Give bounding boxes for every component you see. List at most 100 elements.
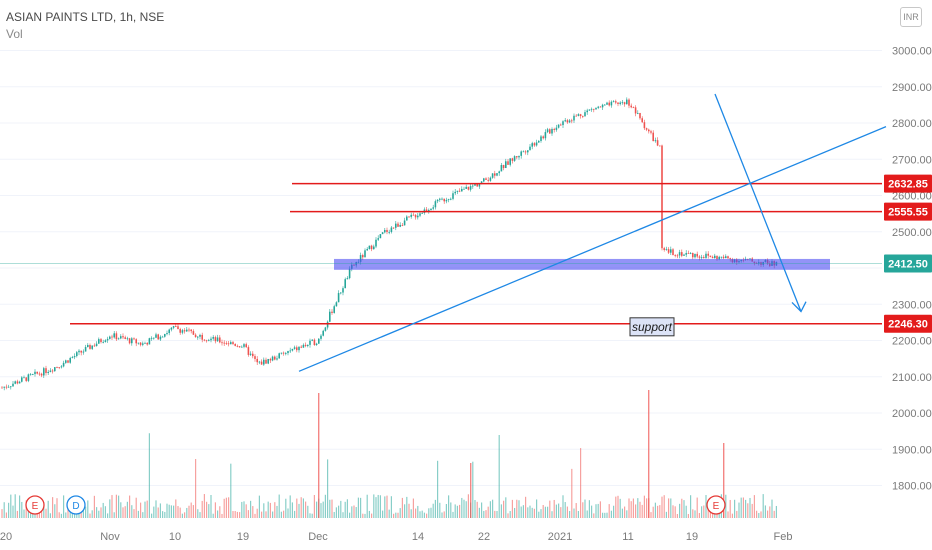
volume-bar [208,504,210,518]
volume-bar [382,510,384,518]
volume-bar [133,509,135,518]
candle-body [709,255,712,257]
volume-bar [274,502,276,518]
candle-body [546,129,549,133]
volume-bar [408,503,410,518]
candle-body [62,362,65,367]
volume-bars [1,390,777,518]
event-marker-circle [25,495,45,515]
candle-body [252,353,254,357]
price-tag-label: 2555.55 [888,207,928,219]
volume-bar [434,499,436,518]
volume-bar [771,499,773,518]
currency-badge[interactable]: INR [900,7,922,27]
candle-body [32,374,34,375]
volume-bar [280,511,282,518]
volume-bar [584,499,586,518]
candle-body [483,178,485,182]
volume-bar [415,508,417,518]
candle-body [201,334,203,340]
volume-bar [113,512,115,518]
volume-bar [421,510,423,518]
volume-bar [320,503,322,518]
volume-bar [668,498,670,518]
candle-body [170,327,173,330]
candle-body [146,342,148,345]
volume-bar [698,512,700,518]
volume-bar [142,512,144,518]
volume-bar [100,507,102,518]
volume-bar [516,499,518,518]
candle-body [113,333,115,338]
volume-bar [683,500,685,518]
candle-body [661,145,663,249]
volume-bar [703,505,705,518]
volume-bar [98,510,100,518]
volume-bar [628,498,630,518]
candle-body [612,101,615,103]
candle-body [254,356,256,359]
volume-bar [107,513,109,518]
event-marker-letter: D [72,501,79,512]
candle-body [271,356,274,361]
candle-body [650,131,652,133]
candle-body [707,253,709,256]
candle-body [320,335,322,339]
volume-bar [137,510,139,518]
candle-body [366,248,368,251]
candle-body [529,146,531,151]
volume-bar [663,495,665,518]
volume-bar [252,506,254,518]
volume-bar [751,503,753,518]
volume-bar [410,509,412,518]
candle-body [637,112,639,114]
candle-body [84,347,87,352]
candle-body [161,336,164,338]
volume-bar [234,511,236,518]
candle-body [89,345,91,349]
volume-bar [573,508,575,518]
volume-bar [681,498,683,518]
candle-body [381,232,384,235]
candle-body [269,358,272,361]
candle-body [102,341,104,343]
volume-bar [283,510,285,518]
volume-bar [14,494,16,518]
candle-body [588,109,591,111]
candle-body [375,239,377,247]
volume-bar [571,468,573,518]
candle-body [634,107,637,114]
candle-body [566,120,569,123]
volume-bar [747,503,749,518]
volume-bar [685,505,687,518]
y-tick-label: 2200.00 [892,336,932,348]
volume-bar [384,496,386,518]
candle-body [641,118,643,123]
candle-body [131,338,133,344]
volume-bar [377,494,379,518]
volume-bar [696,497,698,518]
volume-bar [124,506,126,518]
volume-bar [170,505,172,518]
volume-bar [135,497,137,518]
volume-bar [3,502,5,518]
volume-bar [624,506,626,518]
candle-body [78,350,80,353]
candle-body [577,114,580,116]
x-tick-label: 14 [412,531,424,543]
volume-bar [102,502,104,518]
candle-body [487,179,489,181]
volume-bar [731,513,733,518]
volume-bar [287,508,289,518]
candle-body [472,185,474,187]
volume-bar [256,508,258,518]
candle-body [557,124,560,128]
volume-bar [164,511,166,518]
volume-bar [610,510,612,518]
rising-trendline [298,126,887,372]
volume-bar [401,497,403,518]
candle-body [549,129,551,134]
y-tick-label: 1800.00 [892,481,932,493]
candle-body [45,368,47,373]
